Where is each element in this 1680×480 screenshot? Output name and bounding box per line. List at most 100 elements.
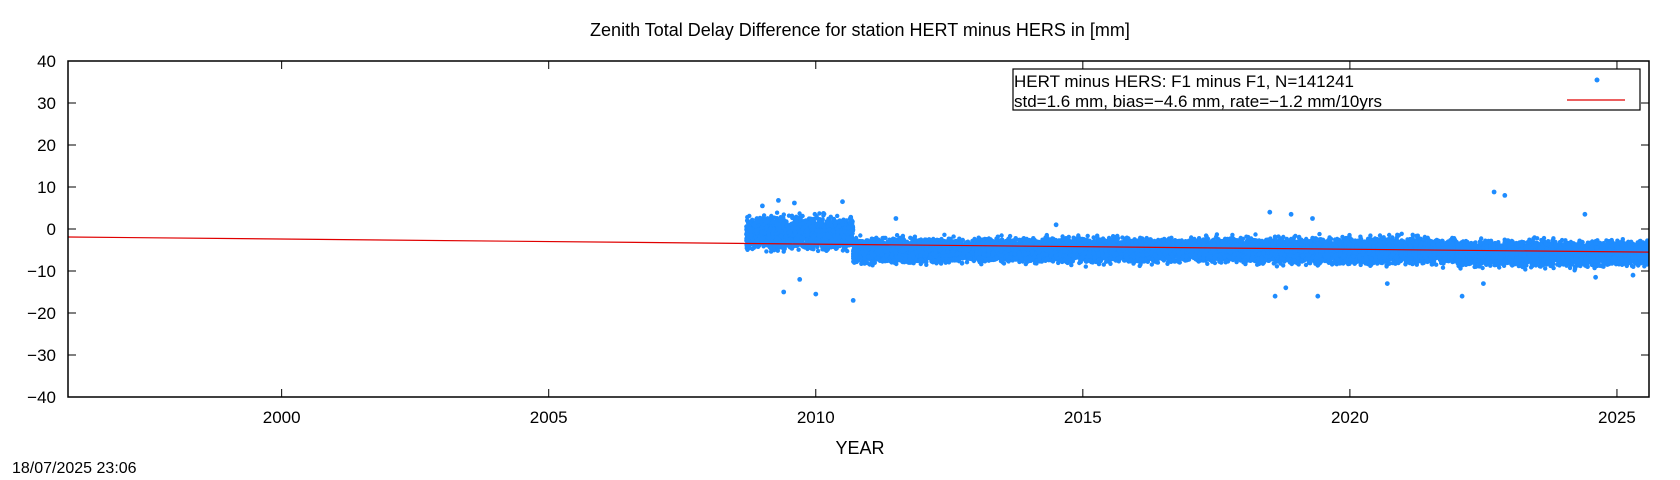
data-point xyxy=(866,254,871,259)
data-point xyxy=(836,224,842,229)
data-point xyxy=(916,238,922,243)
data-point xyxy=(870,247,875,252)
data-point xyxy=(796,247,801,252)
data-point xyxy=(781,238,786,243)
data-point xyxy=(790,225,795,230)
chart-title: Zenith Total Delay Difference for statio… xyxy=(590,20,1130,40)
data-point xyxy=(910,251,915,256)
data-point xyxy=(812,211,817,217)
data-point xyxy=(805,246,810,252)
data-point xyxy=(761,213,767,218)
data-point xyxy=(840,219,845,224)
data-point xyxy=(912,234,918,239)
data-point xyxy=(845,248,850,254)
data-point xyxy=(806,220,812,226)
data-point xyxy=(960,237,965,243)
data-point xyxy=(828,222,833,228)
data-point xyxy=(867,262,872,267)
data-point xyxy=(795,226,800,231)
data-point xyxy=(960,256,966,261)
data-point xyxy=(835,213,840,219)
data-point xyxy=(831,216,837,222)
data-point xyxy=(776,226,782,231)
data-point xyxy=(941,250,947,255)
data-point xyxy=(830,237,835,243)
data-point xyxy=(890,247,895,252)
data-point xyxy=(810,235,815,240)
data-point xyxy=(842,229,847,234)
data-point xyxy=(898,237,904,243)
data-point xyxy=(952,246,957,251)
data-point xyxy=(817,211,822,216)
data-point xyxy=(830,228,836,234)
data-point xyxy=(768,246,773,251)
data-point xyxy=(954,257,960,262)
data-point xyxy=(879,252,885,257)
data-point xyxy=(946,236,951,241)
data-point xyxy=(786,213,792,218)
data-point xyxy=(821,211,826,216)
data-point xyxy=(749,232,754,238)
data-point xyxy=(893,241,898,247)
data-point xyxy=(841,235,847,240)
data-point xyxy=(781,217,787,223)
data-point xyxy=(852,260,857,265)
data-point xyxy=(747,226,753,232)
data-point xyxy=(805,232,810,237)
data-point xyxy=(863,245,868,250)
data-point xyxy=(815,228,821,233)
data-point xyxy=(852,249,857,254)
data-point xyxy=(780,245,785,251)
data-point xyxy=(928,255,933,260)
data-point xyxy=(799,221,805,226)
data-point xyxy=(858,233,863,238)
plot-area xyxy=(68,189,1649,303)
data-point xyxy=(811,223,816,229)
data-point xyxy=(774,235,779,241)
data-point xyxy=(764,249,769,254)
data-point xyxy=(826,216,831,221)
data-point xyxy=(891,258,897,263)
data-point xyxy=(953,238,959,244)
data-point xyxy=(786,239,792,244)
data-point xyxy=(811,247,816,252)
data-point xyxy=(881,257,886,262)
data-point xyxy=(832,221,838,226)
data-point xyxy=(896,254,901,259)
data-point xyxy=(748,242,753,247)
data-point xyxy=(775,248,780,253)
data-point xyxy=(840,248,846,253)
data-point xyxy=(822,227,827,233)
data-point xyxy=(924,251,929,256)
data-point xyxy=(903,253,909,258)
data-point xyxy=(848,218,854,224)
data-point xyxy=(848,214,854,220)
data-point xyxy=(889,253,894,258)
data-point xyxy=(853,235,859,241)
data-point xyxy=(770,235,775,240)
data-point xyxy=(851,239,856,244)
data-point xyxy=(797,230,802,235)
data-point xyxy=(757,215,763,221)
data-point xyxy=(745,215,750,220)
data-point xyxy=(957,247,963,252)
data-point xyxy=(787,229,793,234)
data-point xyxy=(959,261,965,266)
data-point xyxy=(816,220,821,226)
data-point xyxy=(835,229,840,234)
data-point xyxy=(810,241,815,246)
data-point xyxy=(942,232,947,237)
scatter-points xyxy=(744,189,1649,303)
data-point xyxy=(816,216,821,222)
data-point xyxy=(847,229,853,235)
data-point xyxy=(820,247,825,252)
data-point xyxy=(824,238,829,243)
data-point xyxy=(816,234,822,239)
data-point xyxy=(783,234,788,239)
data-point xyxy=(933,248,938,253)
data-point xyxy=(765,219,771,224)
data-point xyxy=(937,247,943,252)
data-point xyxy=(887,258,893,264)
data-point xyxy=(885,249,890,254)
